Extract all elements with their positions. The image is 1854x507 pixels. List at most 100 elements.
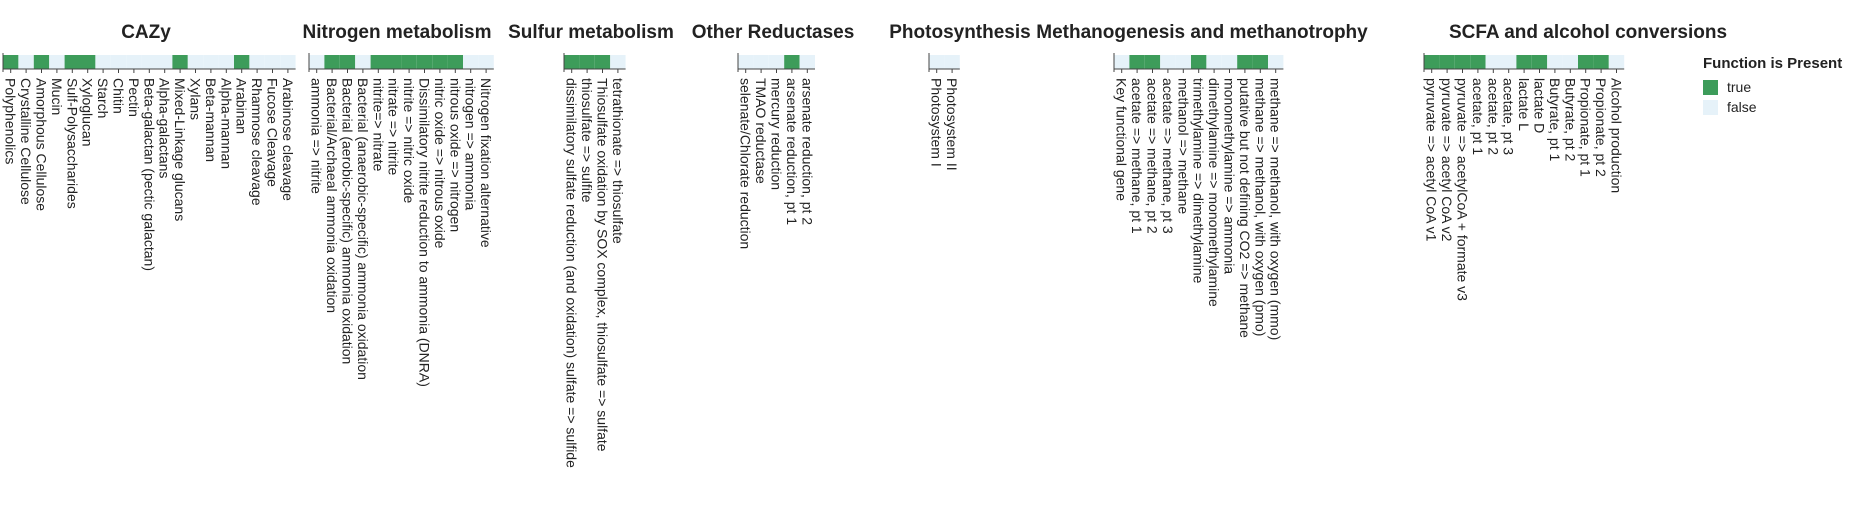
heatmap-cell <box>1578 55 1594 69</box>
tick-label: nitrous oxide => nitrogen <box>447 78 463 232</box>
heatmap-cell <box>1114 55 1130 69</box>
heatmap-cell <box>49 55 65 69</box>
heatmap-cell <box>339 55 356 69</box>
heatmap-cell <box>784 55 800 69</box>
panel-title: SCFA and alcohol conversions <box>1449 22 1727 43</box>
tick-label: pyruvate => acetyl CoA v1 <box>1424 78 1440 242</box>
legend-title: Function is Present <box>1703 55 1842 72</box>
tick-label: methane => methanol, with oxygen (mmo) <box>1268 78 1284 340</box>
heatmap-cell <box>1439 55 1455 69</box>
panel-title: Nitrogen metabolism <box>303 22 492 43</box>
tick-label: putative but not defining CO2 => methane <box>1237 78 1253 338</box>
heatmap-cell <box>324 55 340 69</box>
heatmap-cell <box>280 55 296 69</box>
heatmap-cell <box>799 55 815 69</box>
panel-4: Photosynthesis Photosystem I Photosystem I… <box>889 22 1030 171</box>
legend-swatch-true <box>1703 80 1718 95</box>
heatmap-cell <box>249 55 265 69</box>
legend-label: true <box>1727 79 1751 95</box>
tick-label: Photosystem II <box>944 78 960 171</box>
heatmap-cell <box>309 55 325 69</box>
tick-label: Bacterial (anaerobic-specific) ammonia o… <box>355 78 371 380</box>
tick-label: acetate => methane, pt 1 <box>1129 78 1145 234</box>
heatmap-cell <box>594 55 611 69</box>
tick-label: thiosulfate => sulfite <box>579 78 595 203</box>
tick-label: Crystalline Cellulose <box>18 78 34 205</box>
tick-label: Amorphous Cellulose <box>34 78 50 211</box>
heatmap-cell <box>1547 55 1563 69</box>
tick-label: Rhamnose cleavage <box>249 78 265 206</box>
panel-2: Sulfur metabolism dissimilatory sulfate r… <box>508 22 674 468</box>
tick-label: Xylans <box>188 78 204 120</box>
tick-label: arsenate reduction, pt 1 <box>784 78 800 225</box>
heatmap-cell <box>141 55 157 69</box>
heatmap-cell <box>203 55 219 69</box>
heatmap-cell <box>1206 55 1222 69</box>
heatmap-cell <box>1485 55 1501 69</box>
heatmap-cell <box>1562 55 1578 69</box>
tick-label: dimethylamine => monomethylamine <box>1206 78 1222 307</box>
tick-label: trimethylamine => dimethylamine <box>1191 78 1207 284</box>
heatmap-cell <box>264 55 281 69</box>
tick-label: Propionate, pt 1 <box>1578 78 1594 177</box>
tick-label: Mucin <box>49 78 65 115</box>
tick-label: acetate => methane, pt 3 <box>1160 78 1176 234</box>
panel-title: Sulfur metabolism <box>508 22 674 43</box>
heatmap-cell <box>1454 55 1471 69</box>
heatmap-cell <box>610 55 626 69</box>
tick-label: ammonia => nitrite <box>309 78 325 194</box>
heatmap-cell <box>386 55 402 69</box>
tick-label: nitrite => nitric oxide <box>401 78 417 203</box>
tick-label: Beta-mannan <box>203 78 219 162</box>
heatmap-cell <box>768 55 785 69</box>
heatmap-cell <box>1608 55 1625 69</box>
heatmap-cell <box>80 55 96 69</box>
heatmap-cell <box>929 55 945 69</box>
heatmap-cell <box>463 55 479 69</box>
heatmap-cell <box>3 55 19 69</box>
heatmap-cell <box>1191 55 1207 69</box>
heatmap-cell <box>218 55 234 69</box>
tick-label: tetrathionate => thiosulfate <box>610 78 626 244</box>
tick-label: Alpha-mannan <box>218 78 234 169</box>
tick-label: Xyloglucan <box>80 78 96 147</box>
legend: Function is Present true false <box>1703 55 1842 115</box>
tick-label: Polyphenolics <box>3 78 19 164</box>
tick-label: Thiosulfate oxidation by SOX complex, th… <box>595 78 611 452</box>
heatmap-cell <box>234 55 250 69</box>
heatmap-cell <box>944 55 960 69</box>
heatmap-cell <box>110 55 127 69</box>
heatmap-cell <box>187 55 204 69</box>
heatmap-cell <box>1221 55 1238 69</box>
heatmap-cell <box>1268 55 1284 69</box>
heatmap-cell <box>355 55 371 69</box>
heatmap-cell <box>1175 55 1191 69</box>
heatmap-cell <box>64 55 80 69</box>
tick-label: methanol => methane <box>1175 78 1191 214</box>
heatmap-cell <box>1160 55 1176 69</box>
tick-label: nitric oxide => nitrous oxide <box>432 78 448 249</box>
tick-label: Starch <box>95 78 111 118</box>
panel-3: Other Reductases selenate/Chlorate reduct… <box>692 22 855 249</box>
tick-label: Photosystem I <box>929 78 945 167</box>
legend-label: false <box>1727 99 1757 115</box>
heatmap-cell <box>447 55 463 69</box>
heatmap-cell <box>753 55 769 69</box>
heatmap-cell <box>126 55 142 69</box>
tick-label: Fucose Cleavage <box>265 78 281 187</box>
tick-label: acetate, pt 3 <box>1501 78 1517 155</box>
tick-label: nitrogen => ammonia <box>463 78 479 211</box>
tick-label: Bacterial/Archaeal ammonia oxidation <box>324 78 340 313</box>
heatmap-cell <box>1129 55 1145 69</box>
heatmap-cell <box>157 55 173 69</box>
heatmap-cell <box>33 55 50 69</box>
panel-title: Other Reductases <box>692 22 855 43</box>
tick-label: Pectin <box>126 78 142 117</box>
heatmap-cell <box>1516 55 1532 69</box>
heatmap-cell <box>1237 55 1253 69</box>
tick-label: acetate, pt 1 <box>1470 78 1486 155</box>
panel-title: Methanogenesis and methanotrophy <box>1036 22 1368 43</box>
tick-label: Arabinose cleavage <box>280 78 296 201</box>
